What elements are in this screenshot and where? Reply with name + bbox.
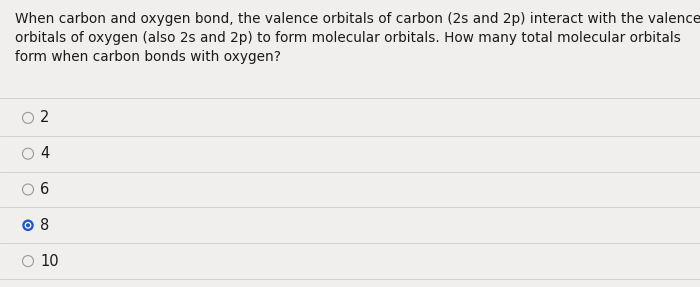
Circle shape <box>25 222 32 229</box>
Text: 6: 6 <box>40 182 50 197</box>
Circle shape <box>22 113 34 123</box>
Text: 4: 4 <box>40 146 50 161</box>
Text: 8: 8 <box>40 218 50 233</box>
Text: When carbon and oxygen bond, the valence orbitals of carbon (2s and 2p) interact: When carbon and oxygen bond, the valence… <box>15 12 700 64</box>
Circle shape <box>22 256 34 267</box>
Circle shape <box>22 220 34 231</box>
Circle shape <box>26 223 30 227</box>
Text: 2: 2 <box>40 110 50 125</box>
Text: 10: 10 <box>40 254 59 269</box>
Circle shape <box>22 148 34 159</box>
Circle shape <box>22 184 34 195</box>
